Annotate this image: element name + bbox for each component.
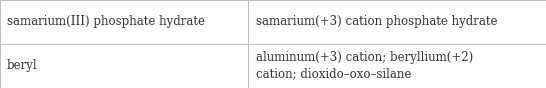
Text: aluminum(+3) cation; beryllium(+2)
cation; dioxido–oxo–silane: aluminum(+3) cation; beryllium(+2) catio… [256, 51, 473, 81]
Text: samarium(+3) cation phosphate hydrate: samarium(+3) cation phosphate hydrate [256, 15, 497, 29]
Text: samarium(III) phosphate hydrate: samarium(III) phosphate hydrate [7, 15, 205, 29]
Text: beryl: beryl [7, 59, 37, 73]
